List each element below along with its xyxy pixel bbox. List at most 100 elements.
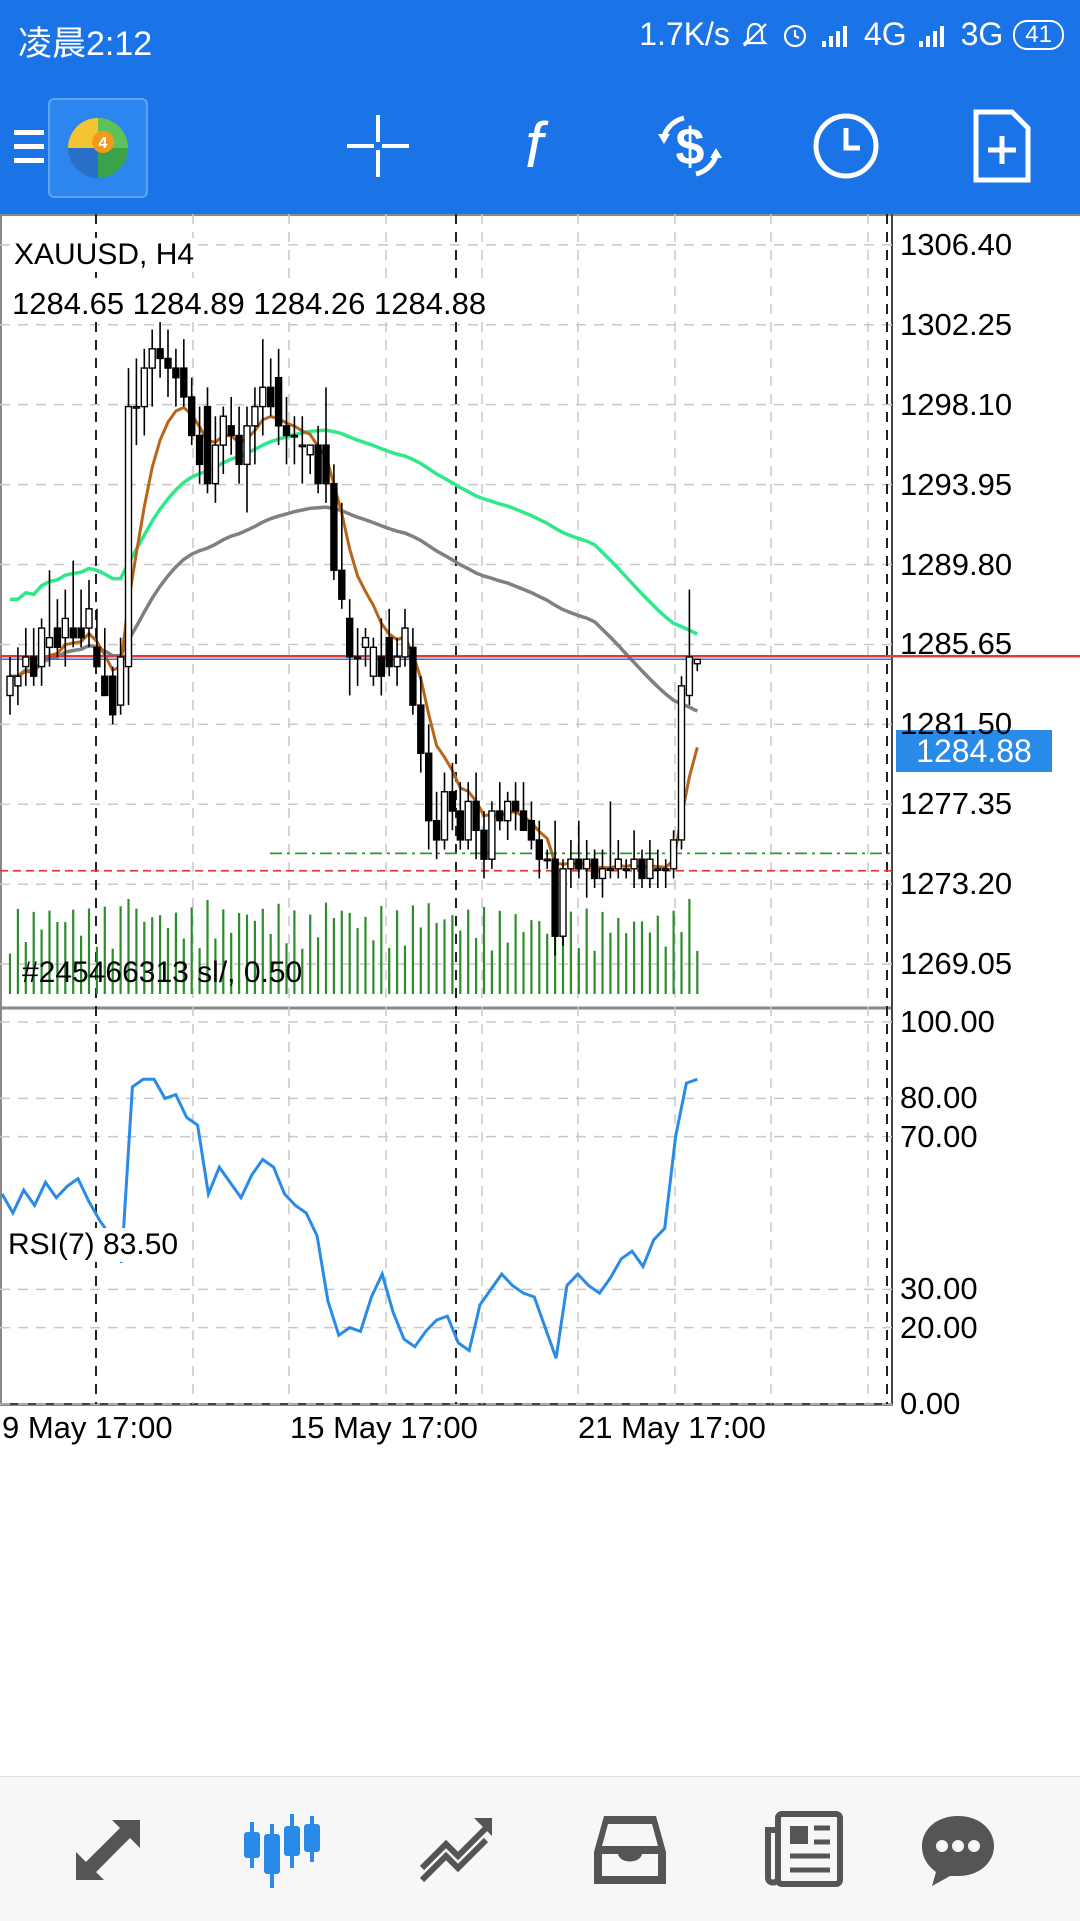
rsi-indicator-label: RSI(7) 83.50: [8, 1228, 179, 1262]
candle-bearish: [156, 348, 164, 360]
candle-bullish: [646, 858, 654, 880]
candle-bullish: [464, 800, 472, 841]
nav-trade[interactable]: [411, 1805, 501, 1895]
indicators-button[interactable]: f: [486, 98, 582, 194]
price-axis-label: 1269.05: [900, 946, 1013, 982]
nav-news[interactable]: [759, 1805, 849, 1895]
candle-bullish: [85, 608, 93, 629]
candle-bearish: [377, 656, 385, 677]
candle-bullish: [259, 386, 267, 408]
candle-bearish: [203, 405, 212, 485]
rsi-axis-label: 0.00: [900, 1386, 961, 1421]
candle-bearish: [274, 377, 283, 427]
rsi-line: [0, 1077, 698, 1359]
nav-chat[interactable]: [913, 1805, 1003, 1895]
candle-bearish: [590, 858, 599, 880]
candle-bullish: [298, 444, 306, 448]
candle-bullish: [22, 656, 30, 668]
new-order-icon: [973, 109, 1031, 183]
menu-button[interactable]: [0, 98, 76, 194]
time-axis-label: 9 May 17:00: [2, 1410, 173, 1445]
candle-bullish: [369, 646, 378, 677]
candle-bearish: [480, 829, 488, 860]
alarm-icon: [783, 24, 807, 47]
candle-bullish: [116, 656, 125, 706]
candle-bullish: [148, 348, 156, 369]
candle-bullish: [211, 444, 220, 485]
crosshair-button[interactable]: [330, 98, 426, 194]
time-axis-label: 15 May 17:00: [290, 1410, 478, 1445]
candle-bearish: [417, 704, 425, 754]
battery-indicator: 41: [1013, 19, 1064, 50]
candle-bearish: [314, 444, 322, 485]
candle-bearish: [346, 617, 354, 658]
candle-bullish: [393, 656, 401, 668]
candle-bearish: [551, 858, 559, 937]
news-icon: [765, 1811, 843, 1887]
history-icon: [594, 1816, 666, 1884]
candle-bullish: [622, 868, 630, 872]
ma-brown-line: [10, 405, 699, 870]
candle-bullish: [504, 800, 512, 822]
candle-bearish: [235, 434, 243, 466]
symbol-timeframe-label: XAUUSD, H4: [14, 238, 195, 272]
signal-icon-2: [918, 25, 944, 47]
candle-bullish: [401, 627, 409, 658]
nav-charts[interactable]: [237, 1805, 327, 1895]
candle-bearish: [448, 791, 457, 812]
candle-bullish: [614, 858, 622, 870]
candle-bullish: [219, 415, 228, 446]
candle-bearish: [164, 357, 172, 369]
top-toolbar: 4 f $: [0, 76, 1080, 214]
candle-bearish: [53, 627, 62, 649]
candle-bearish: [432, 819, 441, 841]
crosshair-icon: [347, 115, 409, 177]
bottom-navigation: [0, 1776, 1080, 1921]
signal-icon: [821, 25, 847, 47]
candle-bullish: [140, 367, 149, 408]
candle-bearish: [93, 646, 101, 668]
app-logo-button[interactable]: 4: [48, 98, 148, 198]
candle-bullish: [251, 405, 259, 427]
candle-bullish: [290, 434, 299, 438]
status-time: 凌晨2:12: [18, 25, 153, 63]
candle-bearish: [227, 425, 235, 437]
new-order-button[interactable]: [954, 98, 1050, 194]
candle-bearish: [456, 810, 464, 841]
signal-3g-label: 3G: [960, 16, 1004, 52]
price-axis-label: 1302.25: [900, 306, 1013, 342]
ohlc-label: 1284.65 1284.89 1284.26 1284.88: [12, 286, 487, 322]
charts-icon: [244, 1814, 320, 1888]
nav-history[interactable]: [585, 1805, 675, 1895]
price-axis-label: 1293.95: [900, 466, 1013, 502]
status-right: 1.7K/s 4G 3G 41: [639, 16, 1064, 53]
ma-gray-line: [10, 505, 699, 713]
time-axis-label: 21 May 17:00: [578, 1410, 766, 1445]
order-line-label: #245466313 sl/, 0.50: [22, 956, 303, 989]
candle-bullish: [306, 444, 314, 456]
chart-area[interactable]: XAUUSD, H4 1284.65 1284.89 1284.26 1284.…: [0, 214, 1080, 1774]
timeframe-clock-icon: [813, 113, 879, 179]
rsi-axis-label: 20.00: [900, 1309, 978, 1345]
candle-bullish: [488, 810, 496, 860]
candle-bearish: [638, 858, 646, 880]
nav-quotes[interactable]: [63, 1805, 153, 1895]
svg-text:$: $: [676, 118, 705, 176]
signal-4g-label: 4G: [863, 16, 907, 52]
candle-bullish: [583, 858, 591, 870]
candle-bearish: [385, 637, 393, 668]
candle-bearish: [77, 627, 85, 639]
menu-icon: [14, 130, 44, 163]
timeframe-button[interactable]: [798, 98, 894, 194]
rsi-axis-label: 30.00: [900, 1271, 978, 1307]
chat-icon: [922, 1816, 994, 1886]
candle-bearish: [409, 646, 417, 706]
candle-bullish: [243, 425, 251, 466]
candle-bullish: [669, 839, 678, 870]
price-chart[interactable]: [0, 214, 1080, 1774]
trade-button[interactable]: $: [642, 98, 738, 194]
candle-bearish: [330, 482, 338, 571]
candle-bearish: [511, 800, 520, 812]
candle-bullish: [567, 858, 575, 870]
candle-bearish: [425, 752, 433, 822]
